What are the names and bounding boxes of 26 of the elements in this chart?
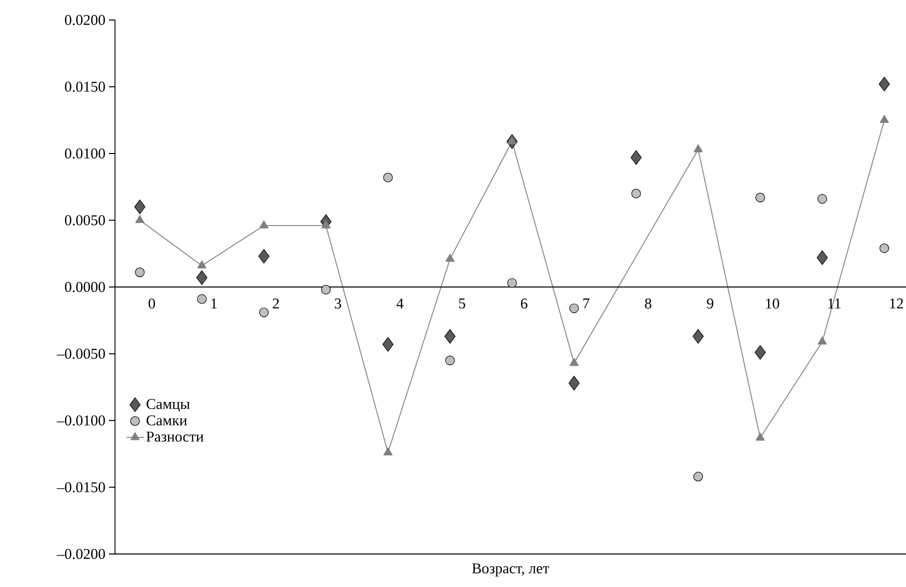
x-tick-label: 6 xyxy=(520,298,528,309)
y-tick-label: 0.0100 xyxy=(64,148,105,159)
x-tick-label: 8 xyxy=(644,298,652,309)
x-tick-label: 10 xyxy=(766,298,780,309)
x-tick-label: 1 xyxy=(211,298,217,308)
x-tick-label: 2 xyxy=(272,298,279,308)
y-tick-label: 0.0050 xyxy=(64,215,105,226)
legend-label: Разности xyxy=(146,432,204,442)
x-tick-label: 5 xyxy=(459,298,466,308)
x-tick-label: 9 xyxy=(706,298,714,309)
x-tick-label: 3 xyxy=(334,298,342,309)
y-tick-label: –0.0050 xyxy=(56,348,105,359)
y-tick-label: 0.0000 xyxy=(64,282,105,292)
x-tick-label: 7 xyxy=(583,298,590,308)
x-tick-label: 12 xyxy=(890,298,903,308)
legend-label: Самки xyxy=(146,415,187,426)
y-tick-label: 0.0150 xyxy=(64,82,105,92)
x-tick-label: 0 xyxy=(148,298,155,309)
y-tick-label: –0.0200 xyxy=(56,548,105,560)
x-tick-label: 4 xyxy=(396,298,404,308)
y-tick-label: –0.0100 xyxy=(56,415,105,426)
y-tick-label: –0.0150 xyxy=(56,482,105,492)
x-axis-title: Возраст, лет xyxy=(472,564,550,576)
legend-label: Самцы xyxy=(146,399,190,412)
y-tick-label: 0.0200 xyxy=(64,14,105,26)
x-tick-label: 11 xyxy=(828,298,841,308)
